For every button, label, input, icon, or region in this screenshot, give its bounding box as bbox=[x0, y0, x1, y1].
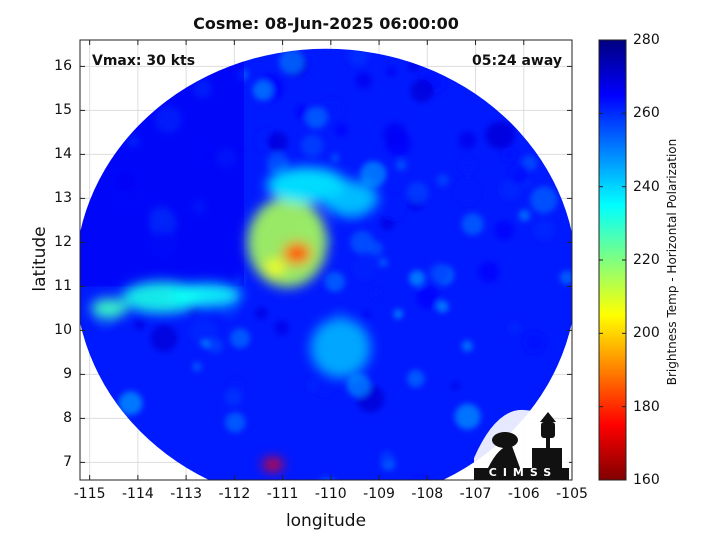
feature-south-feeder bbox=[310, 318, 371, 378]
feature-western-band-3 bbox=[169, 283, 242, 308]
feature-western-band-1 bbox=[90, 298, 127, 319]
colorbar-tick-label: 180 bbox=[633, 398, 660, 415]
colorbar-tick-label: 240 bbox=[633, 178, 660, 195]
y-tick-label: 9 bbox=[63, 366, 72, 383]
axis-ticks bbox=[80, 40, 573, 480]
x-tick-label: -111 bbox=[266, 486, 299, 502]
x-tick-label: -115 bbox=[73, 486, 106, 502]
plot-frame bbox=[79, 39, 573, 481]
x-tick-label: -110 bbox=[314, 486, 347, 502]
x-tick-label: -105 bbox=[556, 486, 588, 502]
x-axis-label: longitude bbox=[285, 511, 367, 531]
feature-southern-cell bbox=[262, 458, 283, 471]
y-tick-label: 7 bbox=[63, 454, 72, 471]
feature-inner-ring bbox=[247, 197, 328, 288]
storm-features bbox=[90, 167, 379, 471]
plot-title: Cosme: 08-Jun-2025 06:00:00 bbox=[193, 14, 459, 33]
y-axis-label: latitude bbox=[30, 226, 50, 292]
y-tick-label: 12 bbox=[54, 234, 72, 251]
colorbar-tick-label: 160 bbox=[633, 472, 660, 488]
y-tick-label: 16 bbox=[54, 58, 72, 75]
vmax-label: Vmax: 30 kts bbox=[92, 53, 196, 69]
swath-image bbox=[80, 48, 572, 480]
y-tick-label: 8 bbox=[63, 410, 72, 427]
cimss-logo-text: CIMSS bbox=[488, 466, 558, 479]
y-tick-label: 13 bbox=[54, 190, 72, 207]
y-tick-label: 10 bbox=[54, 322, 72, 339]
x-tick-label: -108 bbox=[411, 486, 444, 502]
colorbar-label: Brightness Temp - Horizontal Polarizatio… bbox=[665, 138, 679, 386]
colorbar-tick-label: 220 bbox=[633, 252, 660, 268]
scan-edge bbox=[80, 48, 244, 287]
y-tick-label: 11 bbox=[54, 278, 72, 295]
time-away-label: 05:24 away bbox=[472, 53, 562, 69]
x-tick-label: -106 bbox=[507, 486, 540, 502]
feature-core-2 bbox=[265, 259, 286, 276]
feature-ring-ne bbox=[322, 180, 379, 217]
colorbar-tick-label: 260 bbox=[633, 105, 660, 122]
y-tick-label: 15 bbox=[54, 102, 72, 119]
colorbar bbox=[598, 39, 627, 481]
feature-core bbox=[283, 242, 312, 265]
colorbar-tick-label: 280 bbox=[633, 32, 660, 48]
x-tick-label: -114 bbox=[121, 486, 154, 502]
y-tick-label: 14 bbox=[54, 146, 72, 163]
x-tick-label: -107 bbox=[459, 486, 492, 502]
colorbar-tick-label: 200 bbox=[633, 325, 660, 342]
x-tick-label: -109 bbox=[363, 486, 395, 502]
x-tick-label: -113 bbox=[170, 486, 202, 502]
cimss-logo bbox=[474, 409, 569, 480]
x-tick-label: -112 bbox=[218, 486, 251, 502]
